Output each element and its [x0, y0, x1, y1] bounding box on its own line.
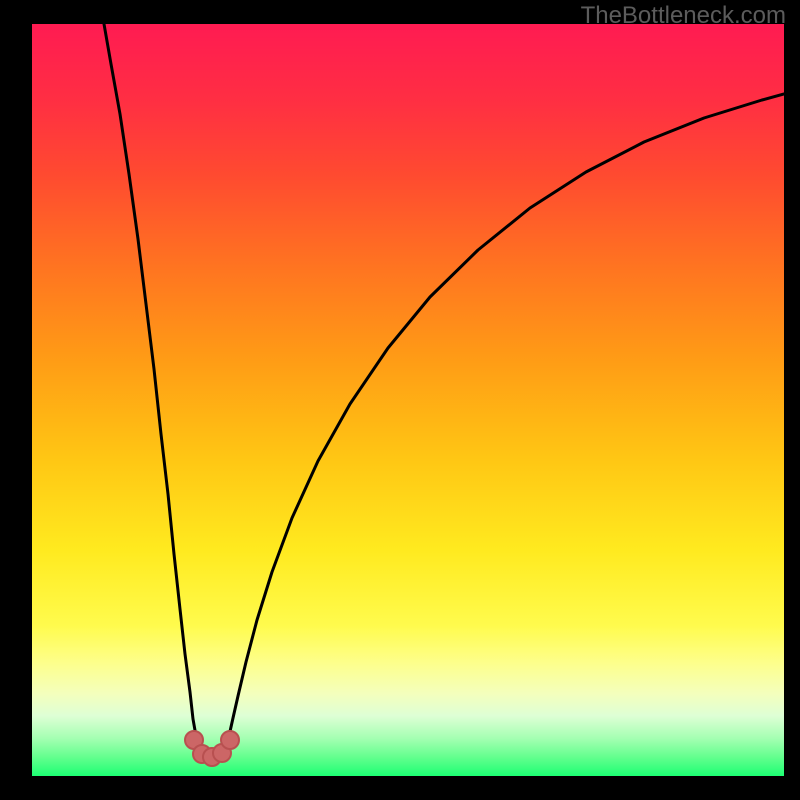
chart-container: TheBottleneck.com [0, 0, 800, 800]
scatter-point [221, 731, 239, 749]
plot-area [32, 24, 784, 776]
gradient-background [32, 24, 784, 776]
chart-svg [32, 24, 784, 776]
watermark-text: TheBottleneck.com [581, 2, 786, 30]
